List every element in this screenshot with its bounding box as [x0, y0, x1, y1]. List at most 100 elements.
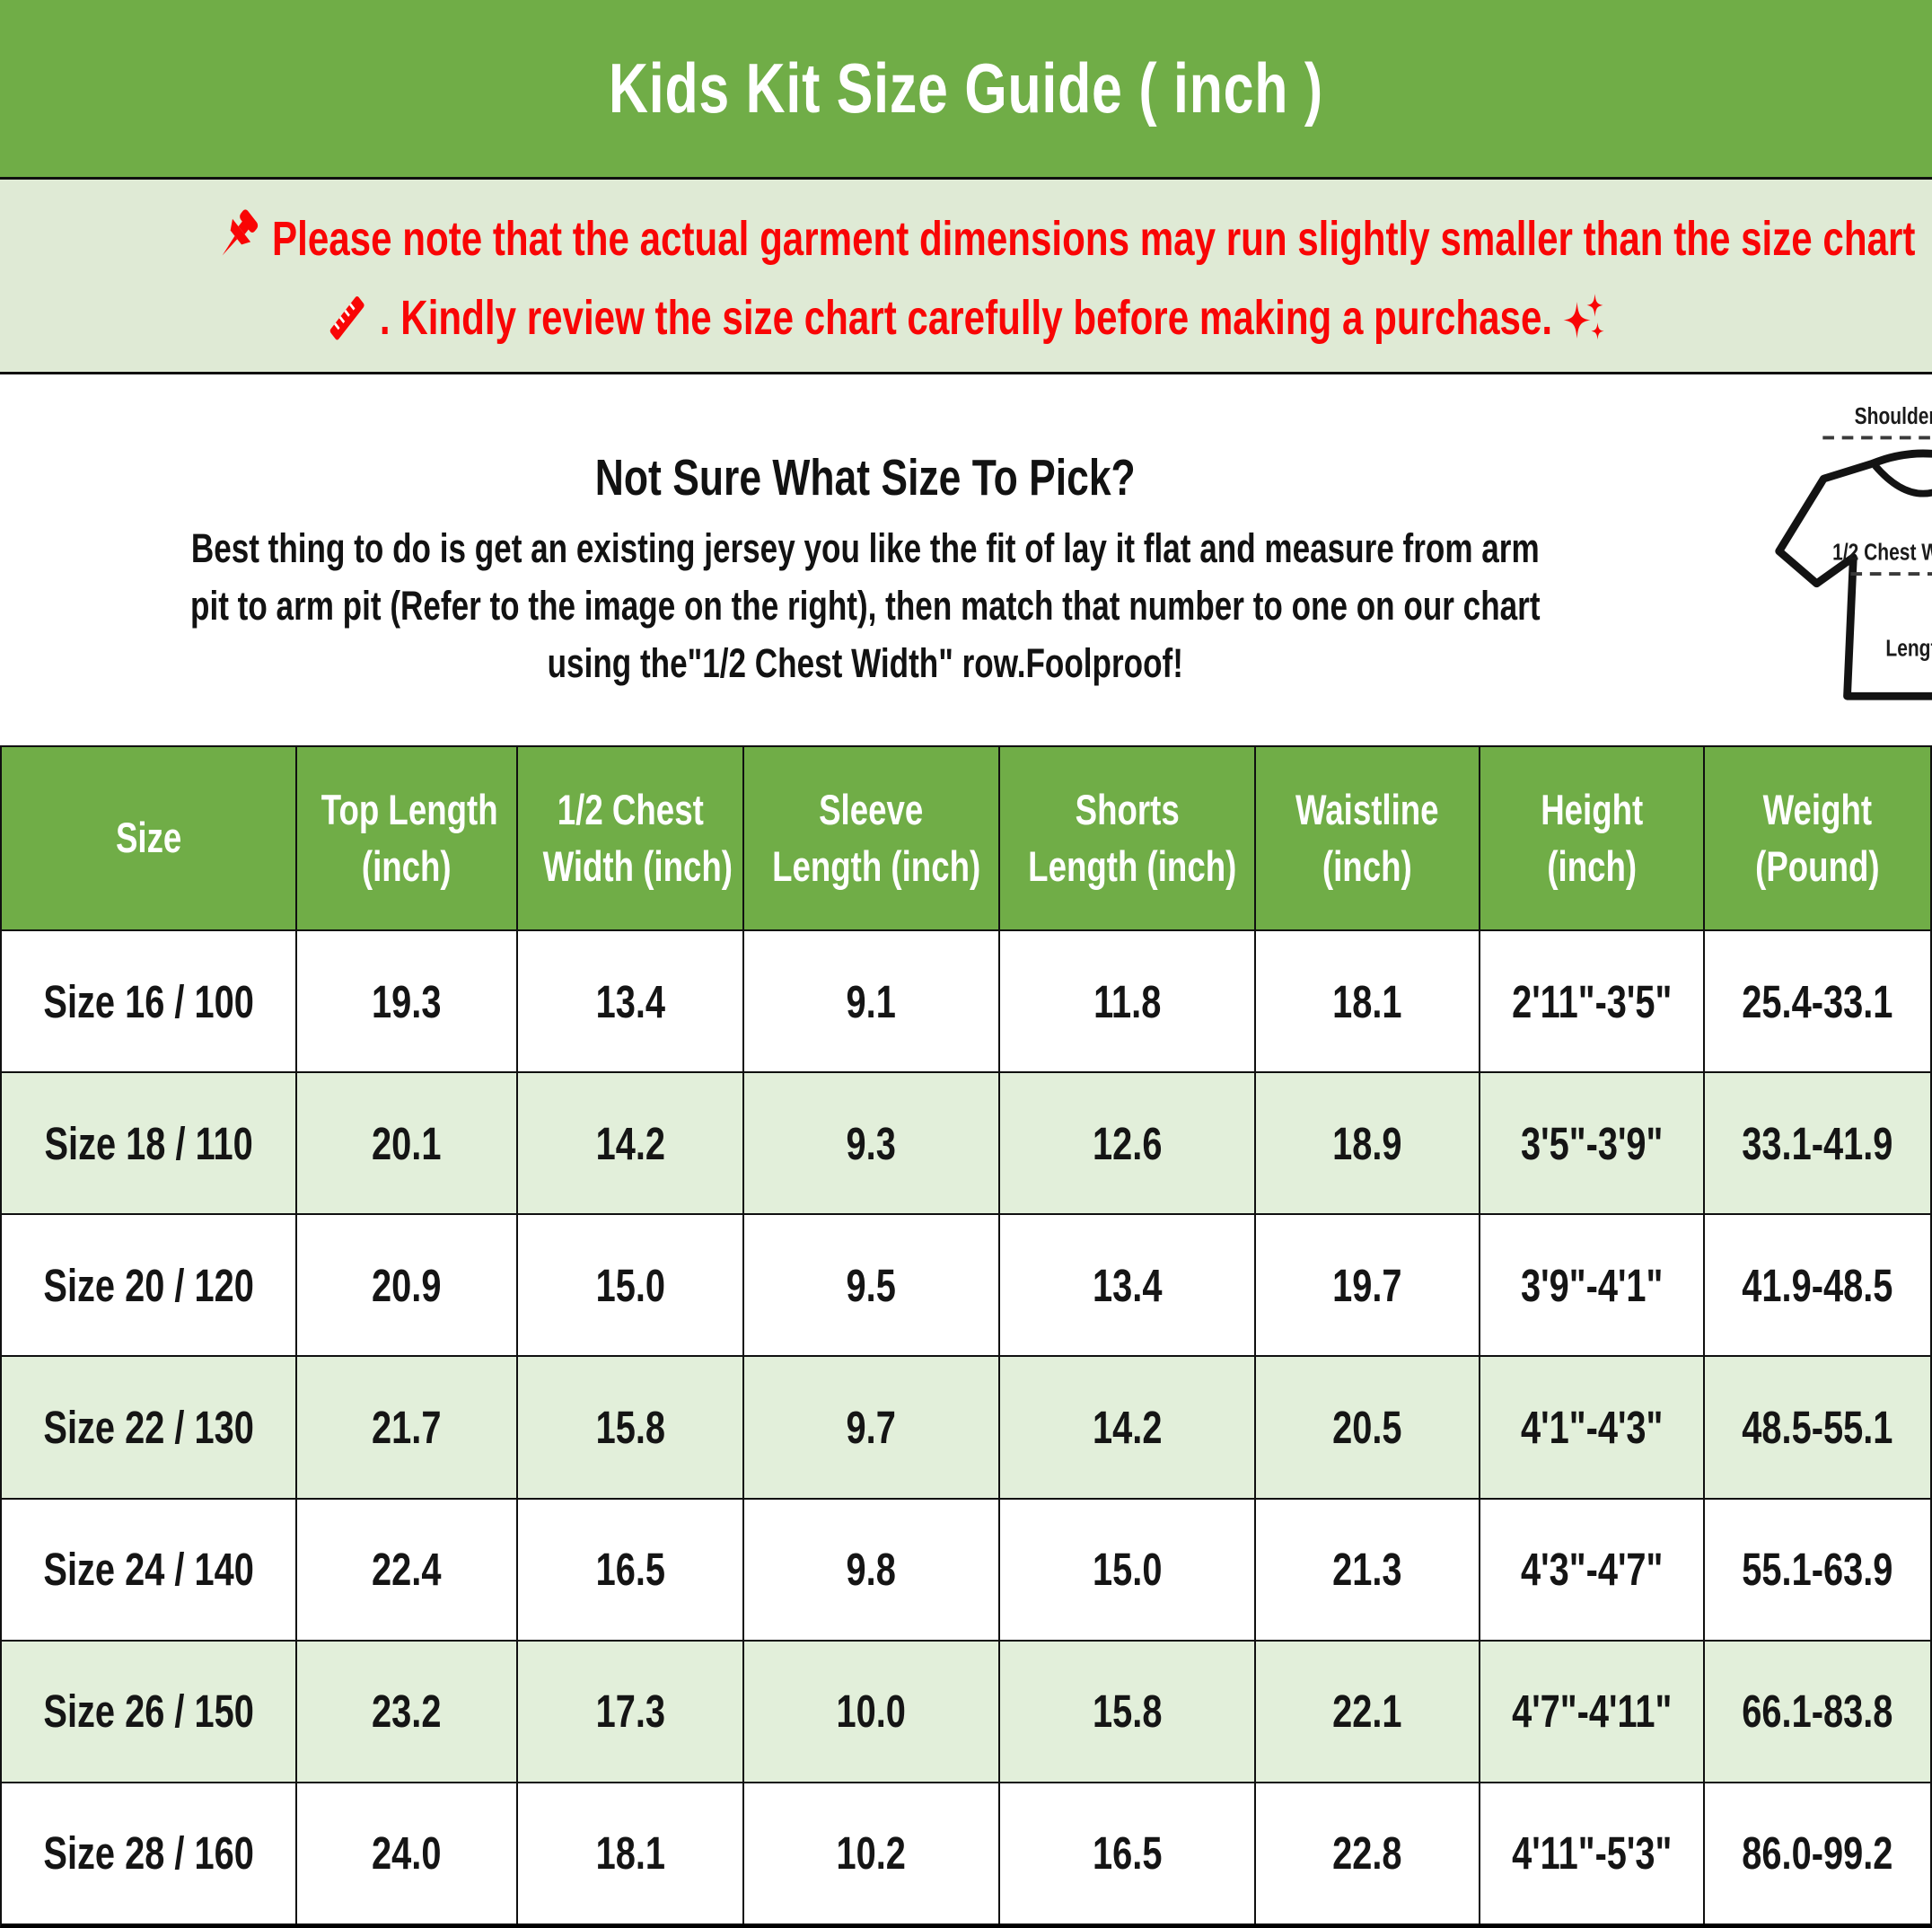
value-cell: 20.1: [297, 1073, 518, 1214]
row-label-cell: Size 18 / 110: [2, 1073, 298, 1214]
size-table: Size Top Length (inch) 1/2 Chest Width (…: [0, 745, 1932, 1928]
cell-text: Size 16 / 100: [43, 975, 254, 1027]
table-row: Size 26 / 150 23.2 17.3 10.0 15.8 22.1 4…: [2, 1639, 1930, 1782]
value-cell: 86.0-99.2: [1705, 1783, 1930, 1924]
row-label-cell: Size 24 / 140: [2, 1499, 298, 1640]
cell-text: 15.0: [595, 1259, 665, 1311]
value-cell: 9.8: [744, 1499, 1000, 1640]
value-cell: 12.6: [1000, 1073, 1257, 1214]
cell-text: 10.0: [836, 1686, 907, 1738]
value-cell: 18.9: [1256, 1073, 1480, 1214]
cell-text: 2'11"-3'5": [1511, 975, 1673, 1027]
cell-text: Size 20 / 120: [43, 1259, 254, 1311]
row-label-cell: Size 20 / 120: [2, 1215, 298, 1356]
size-help-heading: Not Sure What Size To Pick?: [594, 449, 1136, 506]
ruler-icon: [329, 295, 364, 340]
cell-text: 22.4: [372, 1544, 442, 1596]
cell-text: 4'1"-4'3": [1520, 1401, 1664, 1453]
table-row: Size 22 / 130 21.7 15.8 9.7 14.2 20.5 4'…: [2, 1355, 1930, 1498]
value-cell: 22.8: [1256, 1783, 1480, 1924]
header-label: Waistline: [1295, 785, 1439, 833]
cell-text: Size 26 / 150: [43, 1686, 254, 1738]
cell-text: 11.8: [1093, 975, 1162, 1027]
value-cell: 20.9: [297, 1215, 518, 1356]
header-label: Size: [115, 814, 182, 862]
cell-text: Size 18 / 110: [44, 1117, 253, 1169]
title-bar: Kids Kit Size Guide ( inch ): [0, 0, 1932, 180]
header-label: Length (inch): [772, 841, 981, 890]
cell-text: 86.0-99.2: [1742, 1827, 1893, 1880]
header-label: 1/2 Chest: [557, 785, 704, 833]
header-cell-top-length: Top Length (inch): [297, 747, 518, 929]
cell-text: 25.4-33.1: [1742, 975, 1893, 1027]
header-label: (inch): [1322, 841, 1412, 890]
value-cell: 16.5: [518, 1499, 745, 1640]
cell-text: 18.1: [1332, 975, 1402, 1027]
page-title: Kids Kit Size Guide ( inch ): [609, 48, 1323, 128]
value-cell: 16.5: [1000, 1783, 1257, 1924]
value-cell: 14.2: [1000, 1357, 1257, 1498]
value-cell: 18.1: [1256, 931, 1480, 1072]
value-cell: 21.3: [1256, 1499, 1480, 1640]
value-cell: 3'5"-3'9": [1480, 1073, 1706, 1214]
cell-text: 15.8: [1092, 1686, 1163, 1738]
header-cell-weight: Weight (Pound): [1705, 747, 1930, 929]
value-cell: 9.3: [744, 1073, 1000, 1214]
cell-text: 3'9"-4'1": [1520, 1259, 1664, 1311]
header-label: Width (inch): [542, 841, 733, 890]
value-cell: 20.5: [1256, 1357, 1480, 1498]
cell-text: 15.0: [1092, 1544, 1163, 1596]
value-cell: 13.4: [518, 931, 745, 1072]
tshirt-diagram: Shoulder Width 1/2 Chest Width Length: [1731, 374, 1932, 745]
value-cell: 9.7: [744, 1357, 1000, 1498]
cell-text: 33.1-41.9: [1742, 1117, 1893, 1169]
cell-text: 23.2: [372, 1686, 442, 1738]
value-cell: 33.1-41.9: [1705, 1073, 1930, 1213]
cell-text: 19.7: [1332, 1259, 1402, 1311]
size-help-line-1: Best thing to do is get an existing jers…: [190, 525, 1540, 571]
row-label-cell: Size 16 / 100: [2, 931, 298, 1072]
tshirt-diagram-icon: Shoulder Width 1/2 Chest Width Length: [1774, 403, 1932, 700]
header-label: Weight: [1762, 785, 1873, 833]
value-cell: 21.7: [297, 1357, 518, 1498]
value-cell: 17.3: [518, 1641, 745, 1782]
cell-text: 22.1: [1332, 1686, 1402, 1738]
value-cell: 15.0: [518, 1215, 745, 1356]
cell-text: 20.5: [1332, 1401, 1402, 1453]
cell-text: 14.2: [595, 1117, 665, 1169]
cell-text: 66.1-83.8: [1742, 1686, 1893, 1738]
value-cell: 25.4-33.1: [1705, 931, 1930, 1071]
value-cell: 11.8: [1000, 931, 1257, 1072]
header-label: Shorts: [1075, 785, 1180, 833]
value-cell: 15.8: [1000, 1641, 1257, 1782]
table-row: Size 28 / 160 24.0 18.1 10.2 16.5 22.8 4…: [2, 1781, 1930, 1924]
cell-text: 19.3: [372, 975, 442, 1027]
cell-text: 20.9: [372, 1259, 442, 1311]
cell-text: 9.3: [846, 1117, 897, 1169]
size-help-line-2: pit to arm pit (Refer to the image on th…: [190, 583, 1541, 629]
cell-text: 9.5: [846, 1259, 897, 1311]
value-cell: 18.1: [518, 1783, 745, 1924]
value-cell: 15.0: [1000, 1499, 1257, 1640]
notice-line-1-text: Please note that the actual garment dime…: [272, 212, 1916, 266]
cell-text: 4'11"-5'3": [1511, 1827, 1673, 1880]
cell-text: 55.1-63.9: [1742, 1544, 1893, 1596]
cell-text: Size 22 / 130: [43, 1401, 254, 1453]
row-label-cell: Size 26 / 150: [2, 1641, 298, 1782]
cell-text: 18.9: [1332, 1117, 1402, 1169]
cell-text: 4'3"-4'7": [1520, 1544, 1664, 1596]
cell-text: 21.3: [1332, 1544, 1402, 1596]
row-label-cell: Size 28 / 160: [2, 1783, 298, 1924]
header-label: Height: [1541, 785, 1644, 833]
cell-text: 13.4: [595, 975, 665, 1027]
cell-text: 14.2: [1092, 1401, 1163, 1453]
cell-text: 9.7: [846, 1401, 897, 1453]
value-cell: 4'7"-4'11": [1480, 1641, 1706, 1782]
sparkles-icon: [1563, 294, 1604, 340]
value-cell: 10.2: [744, 1783, 1000, 1924]
value-cell: 4'3"-4'7": [1480, 1499, 1706, 1640]
header-cell-shorts-length: Shorts Length (inch): [1000, 747, 1257, 929]
size-help-text: Not Sure What Size To Pick? Best thing t…: [0, 374, 1731, 745]
notice-line-2: . Kindly review the size chart carefully…: [213, 289, 1720, 347]
